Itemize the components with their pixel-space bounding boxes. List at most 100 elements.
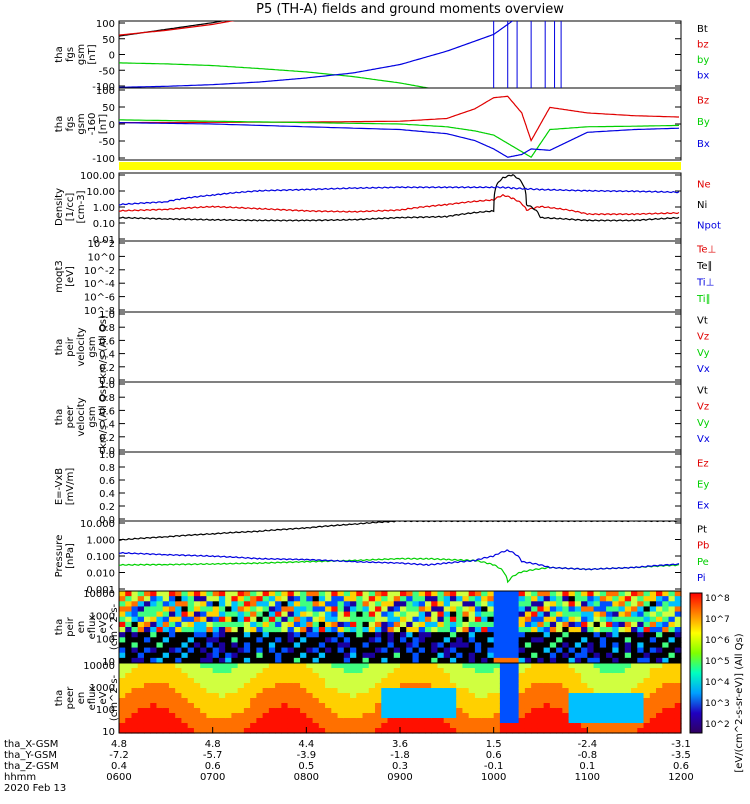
spectrogram-cell — [656, 627, 663, 633]
spectrogram-cell — [300, 647, 307, 654]
spectrogram-cell — [568, 611, 576, 618]
spectrogram-cell — [337, 657, 345, 664]
spectrogram-cell — [462, 683, 470, 689]
spectrogram-cell — [612, 632, 620, 638]
spectrogram-cell — [125, 616, 133, 623]
spectrogram-cell — [487, 683, 495, 689]
spectrogram-cell — [649, 728, 657, 734]
spectrogram-cell — [350, 713, 357, 719]
spectrogram-cell — [674, 693, 682, 699]
spectrogram-cell — [506, 616, 513, 623]
spectrogram-cell — [306, 652, 314, 659]
spectrogram-cell — [431, 652, 439, 659]
spectrogram-cell — [631, 642, 638, 649]
spectrogram-cell — [143, 668, 151, 674]
spectrogram-cell — [612, 683, 620, 689]
spectrogram-cell — [556, 596, 563, 602]
spectrogram-cell — [506, 713, 513, 719]
spectrogram-cell — [487, 713, 495, 719]
spectrogram-cell — [368, 663, 376, 669]
spectrogram-cell — [156, 698, 164, 704]
spectrogram-cell — [468, 621, 476, 628]
spectrogram-cell — [181, 601, 189, 608]
spectrogram-cell — [424, 601, 432, 608]
spectrogram-cell — [524, 616, 532, 623]
spectrogram-cell — [406, 723, 414, 729]
spectrogram-cell — [356, 632, 364, 638]
spectrogram-cell — [256, 621, 264, 628]
spectrogram-cell — [493, 647, 501, 654]
spectrogram-cell — [218, 703, 226, 709]
spectrogram-cell — [612, 637, 620, 644]
spectrogram-cell — [368, 728, 376, 734]
spectrogram-cell — [418, 642, 426, 649]
spectrogram-cell — [449, 627, 457, 633]
spectrogram-cell — [593, 596, 601, 602]
spectrogram-cell — [212, 591, 220, 597]
spectrogram-cell — [649, 673, 657, 679]
spectrogram-cell — [206, 718, 214, 724]
spectrogram-cell — [524, 627, 532, 633]
spectrogram-cell — [175, 728, 183, 734]
spectrogram-cell — [381, 627, 389, 633]
spectrogram-cell — [518, 683, 526, 689]
spectrogram-cell — [406, 616, 414, 623]
spectrogram-cell — [643, 627, 651, 633]
spectrogram-cell — [187, 642, 195, 649]
spectrogram-cell — [356, 728, 364, 734]
x-axis-value: 0.5 — [298, 761, 314, 772]
spectrogram-cell — [643, 647, 651, 654]
spectrogram-cell — [281, 678, 289, 684]
spectrogram-cell — [368, 713, 376, 719]
spectrogram-cell — [668, 627, 676, 633]
spectrogram-cell — [168, 652, 176, 659]
spectrogram-cell — [556, 642, 563, 649]
spectrogram-cell — [250, 627, 257, 633]
spectrogram-cell — [318, 713, 326, 719]
spectrogram-cell — [612, 591, 620, 597]
spectrogram-cell — [300, 673, 307, 679]
spectrogram-cell — [668, 728, 676, 734]
spectrogram-cell — [649, 591, 657, 597]
spectrogram-cell — [119, 713, 126, 719]
spectrogram-cell — [393, 713, 401, 719]
spectrogram-cell — [474, 616, 482, 623]
spectrogram-cell — [250, 723, 257, 729]
spectrogram-cell — [387, 647, 395, 654]
spectrogram-cell — [200, 652, 208, 659]
spectrogram-cell — [424, 688, 432, 694]
panel-frame — [118, 311, 682, 383]
spectrogram-cell — [181, 693, 189, 699]
spectrogram-cell — [181, 713, 189, 719]
spectrogram-cell — [268, 673, 276, 679]
spectrogram-cell — [674, 652, 682, 659]
spectrogram-cell — [599, 693, 607, 699]
spectrogram-cell — [574, 611, 582, 618]
spectrogram-cell — [412, 703, 420, 709]
spectrogram-cell — [131, 606, 139, 613]
spectrogram-cell — [487, 678, 495, 684]
spectrogram-cell — [443, 616, 451, 623]
spectrogram-cell — [287, 596, 295, 602]
spectrogram-cell — [168, 663, 176, 669]
spectrogram-cell — [300, 606, 307, 613]
spectrogram-cell — [368, 606, 376, 613]
spectrogram-cell — [631, 668, 638, 674]
spectrogram-cell — [487, 637, 495, 644]
spectrogram-cell — [175, 693, 183, 699]
spectrogram-cell — [293, 713, 301, 719]
spectrogram-cell — [481, 652, 489, 659]
spectrogram-cell — [581, 596, 588, 602]
spectrogram-cell — [418, 718, 426, 724]
spectrogram-cell — [599, 652, 607, 659]
x-axis-value: -2.4 — [578, 739, 598, 750]
spectrogram-cell — [368, 647, 376, 654]
spectrogram-cell — [649, 632, 657, 638]
spectrogram-cell — [524, 698, 532, 704]
spectrogram-cell — [343, 698, 351, 704]
spectrogram-cell — [287, 647, 295, 654]
spectrogram-cell — [443, 611, 451, 618]
spectrogram-cell — [343, 652, 351, 659]
spectrogram-cell — [187, 728, 195, 734]
spectrogram-cell — [468, 663, 476, 669]
